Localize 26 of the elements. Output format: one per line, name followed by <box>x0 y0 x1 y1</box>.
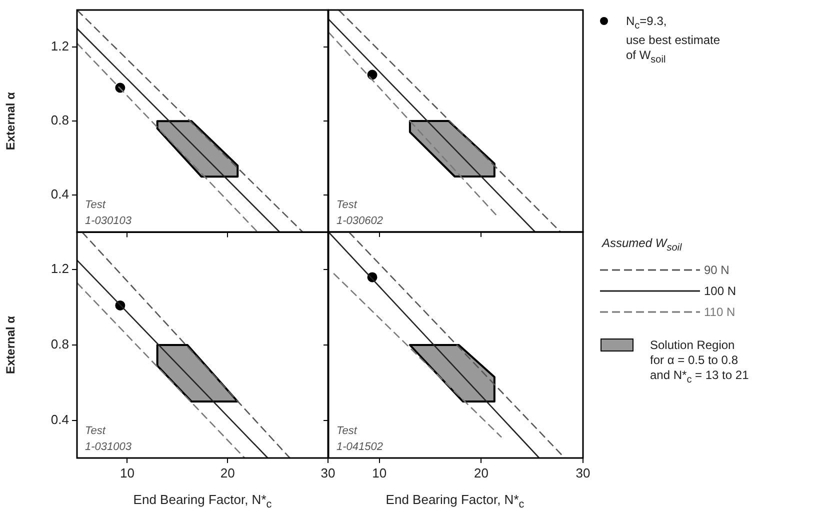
x-tick-label: 10 <box>120 465 134 480</box>
y-tick-label: 0.8 <box>50 336 69 352</box>
legend-label: Solution Region for α = 0.5 to 0.8 and N*$_{c}$ = 13 to 21 <box>650 338 749 388</box>
text: 100 N <box>704 284 736 300</box>
annotation: Test 1-030602 <box>336 199 382 227</box>
x-tick-label: 20 <box>473 465 488 480</box>
y-axis-title: External α <box>4 91 18 150</box>
y-tick-label: 1.2 <box>50 261 69 276</box>
text: 90 N <box>704 263 730 278</box>
x-tick-label: 30 <box>320 465 336 480</box>
legend-title: Assumed W$_{soil}$ <box>602 236 683 254</box>
text: 110 N <box>704 305 736 320</box>
y-tick-label: 1.2 <box>50 38 69 54</box>
annotation: Test 1-031003 <box>85 425 132 453</box>
x-tick-label: 20 <box>220 465 235 480</box>
annotation: Test 1-041502 <box>336 425 382 453</box>
x-tick-label: 10 <box>372 465 386 480</box>
y-tick-label: 0.4 <box>50 186 69 202</box>
y-tick-label: 0.8 <box>50 112 69 128</box>
annotation: Test 1-030103 <box>85 199 132 228</box>
x-tick-label: 30 <box>575 465 590 480</box>
y-tick-label: 0.4 <box>50 412 69 427</box>
y-axis-title: External α <box>4 315 18 374</box>
x-axis-title: End Bearing Factor, N*$_{c}$ <box>384 492 526 511</box>
legend-label: N$_{c}$=9.3, use best estimate of W$_{soil}$ <box>626 14 720 68</box>
x-axis-title: End Bearing Factor, N*$_{c}$ <box>132 492 273 511</box>
